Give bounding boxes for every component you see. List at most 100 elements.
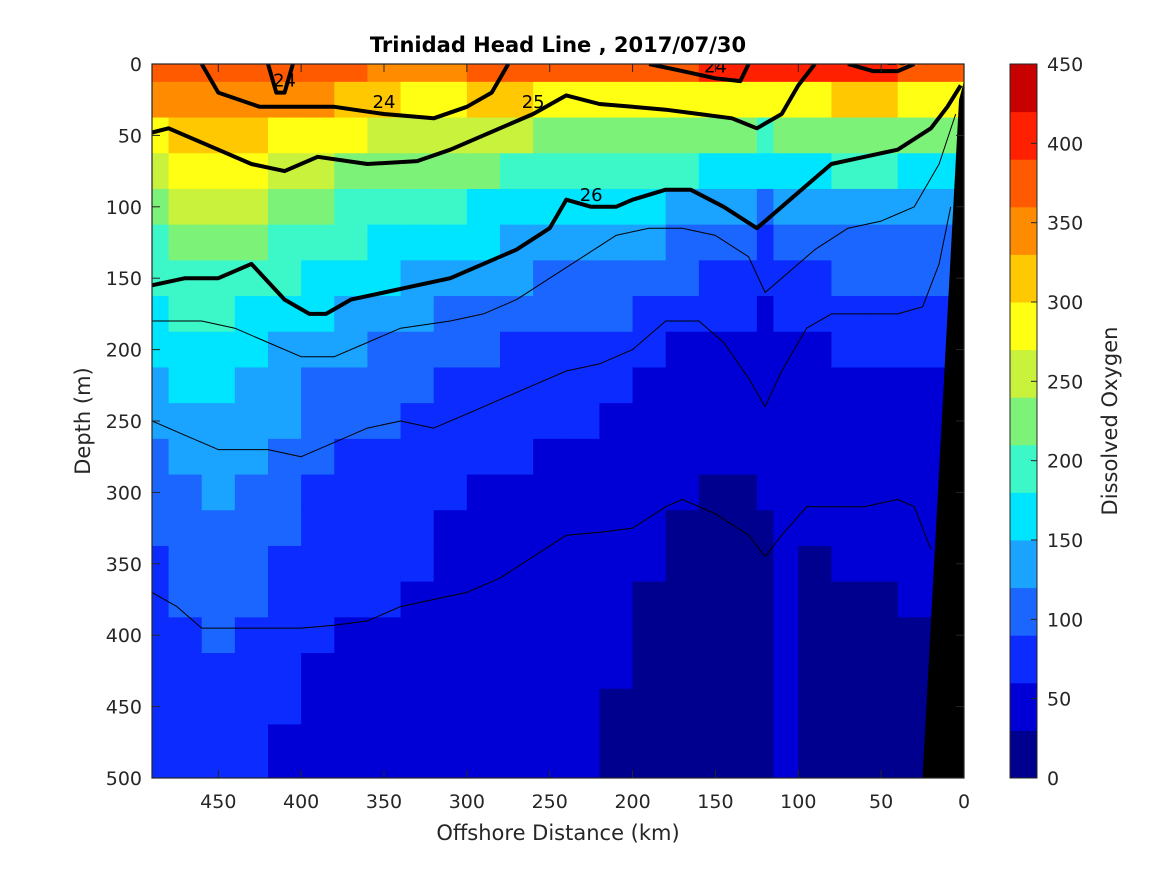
oxygen-cell (268, 367, 302, 404)
oxygen-cell (798, 331, 833, 369)
oxygen-cell (831, 653, 866, 690)
oxygen-cell (400, 438, 435, 476)
oxygen-cell (632, 403, 667, 440)
oxygen-cell (400, 331, 435, 369)
sigma-contour-thin-line (152, 206, 952, 458)
oxygen-field (152, 64, 964, 778)
oxygen-cell (773, 64, 800, 83)
oxygen-cell (756, 403, 775, 440)
oxygen-cell (367, 653, 402, 690)
oxygen-cell (466, 760, 501, 778)
oxygen-cell (168, 653, 203, 690)
sigma-contour-label: 24 (373, 92, 396, 113)
oxygen-cell (301, 724, 336, 761)
oxygen-cell (599, 653, 634, 690)
oxygen-cell (234, 760, 269, 778)
oxygen-cell (301, 760, 336, 778)
oxygen-cell (698, 403, 733, 440)
oxygen-cell (268, 545, 302, 583)
oxygen-cell (566, 296, 601, 333)
colorbar-tick-label: 350 (1047, 213, 1083, 235)
oxygen-cell (234, 510, 269, 547)
oxygen-cell (400, 260, 435, 297)
oxygen-cell (773, 331, 800, 369)
oxygen-cell (798, 117, 833, 155)
oxygen-cell (168, 188, 203, 226)
oxygen-cell (864, 403, 899, 440)
oxygen-cell (756, 688, 775, 726)
oxygen-cell (301, 224, 336, 262)
oxygen-cell (773, 403, 800, 440)
oxygen-cell (301, 474, 336, 512)
oxygen-cell (152, 188, 170, 226)
oxygen-cell (400, 117, 435, 155)
oxygen-cell (798, 188, 833, 226)
oxygen-cell (665, 403, 700, 440)
oxygen-cell (168, 617, 203, 654)
continental-shelf-bathymetry (922, 81, 964, 779)
sigma-contour-label: 25 (886, 49, 909, 70)
oxygen-cell (367, 367, 402, 404)
oxygen-cell (831, 724, 866, 761)
oxygen-cell (500, 653, 534, 690)
oxygen-cell (665, 260, 700, 297)
oxygen-cell (152, 617, 170, 654)
x-tick-label: 450 (200, 791, 236, 813)
y-tick-label: 150 (106, 268, 142, 290)
oxygen-cell (400, 403, 435, 440)
oxygen-cell (301, 581, 336, 619)
oxygen-cell (201, 510, 236, 547)
oxygen-cell (732, 545, 758, 583)
oxygen-cell (632, 367, 667, 404)
sigma-contour-line (199, 64, 511, 121)
oxygen-cell (433, 403, 468, 440)
oxygen-cell (334, 188, 369, 226)
oxygen-cell (152, 724, 170, 761)
oxygen-cell (698, 724, 733, 761)
oxygen-cell (732, 296, 758, 333)
oxygen-cell (566, 581, 601, 619)
colorbar-segment (1010, 444, 1037, 493)
oxygen-cell (234, 724, 269, 761)
oxygen-cell (566, 331, 601, 369)
oxygen-cell (168, 474, 203, 512)
oxygen-cell (152, 510, 170, 547)
oxygen-cell (566, 617, 601, 654)
oxygen-cell (152, 545, 170, 583)
oxygen-cell (632, 117, 667, 155)
colorbar-tick-label: 450 (1047, 54, 1083, 76)
oxygen-cell (864, 724, 899, 761)
oxygen-cell (798, 296, 833, 333)
oxygen-cell (599, 81, 634, 119)
oxygen-cell (665, 617, 700, 654)
oxygen-cell (400, 224, 435, 262)
oxygen-cell (665, 331, 700, 369)
oxygen-cell (831, 474, 866, 512)
oxygen-cell (798, 81, 833, 119)
oxygen-cell (152, 260, 170, 297)
oxygen-cell (533, 403, 568, 440)
oxygen-cell (334, 367, 369, 404)
oxygen-cell (756, 760, 775, 778)
oxygen-cell (566, 510, 601, 547)
oxygen-cell (798, 224, 833, 262)
oxygen-cell (334, 296, 369, 333)
x-tick-label: 150 (697, 791, 733, 813)
oxygen-cell (533, 224, 568, 262)
oxygen-cell (732, 224, 758, 262)
colorbar-segment (1010, 682, 1037, 731)
oxygen-cell (732, 760, 758, 778)
oxygen-cell (599, 474, 634, 512)
oxygen-cell (268, 403, 302, 440)
oxygen-cell (400, 510, 435, 547)
oxygen-cell (152, 117, 170, 155)
oxygen-cell (433, 331, 468, 369)
oxygen-cell (268, 760, 302, 778)
oxygen-cell (201, 188, 236, 226)
oxygen-cell (732, 724, 758, 761)
oxygen-cell (466, 367, 501, 404)
sigma-contour-line (847, 64, 916, 74)
oxygen-cell (152, 581, 170, 619)
oxygen-cell (268, 296, 302, 333)
